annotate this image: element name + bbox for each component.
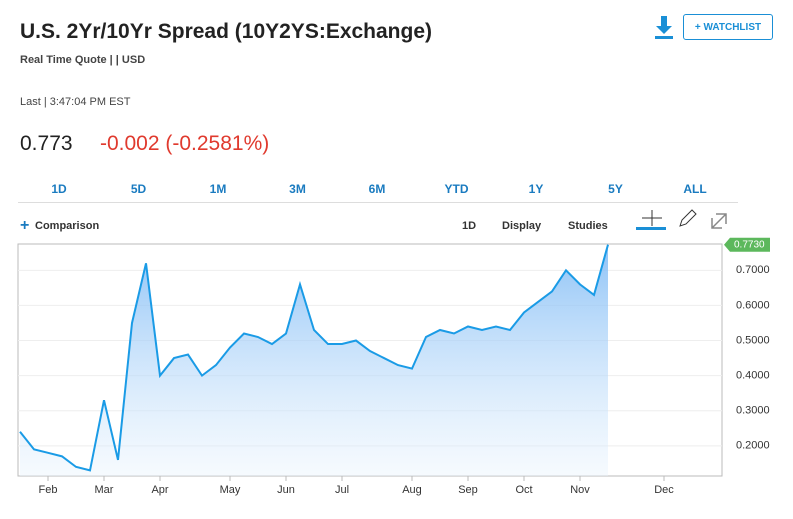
x-tick-label: Jun [277,484,295,496]
display-button[interactable]: Display [502,220,542,232]
range-button[interactable]: 1D [51,182,67,196]
plus-icon: + [20,217,30,234]
range-button[interactable]: 6M [368,182,386,196]
x-tick-label: Feb [39,484,58,496]
comparison-button[interactable]: Comparison [35,220,100,232]
range-button[interactable]: 5Y [608,182,623,196]
interval-button[interactable]: 1D [462,220,477,232]
range-button[interactable]: 1Y [528,182,544,196]
y-tick-label: 0.7000 [736,264,770,276]
range-button[interactable]: 1M [209,182,227,196]
last-time: Last | 3:47:04 PM EST [20,96,131,108]
download-icon[interactable] [652,14,676,40]
tool-icons[interactable] [636,208,736,232]
y-tick-label: 0.6000 [736,299,770,311]
range-button[interactable]: 5D [130,182,147,196]
x-tick-label: Mar [95,484,114,496]
x-tick-label: Sep [458,484,478,496]
watchlist-button[interactable]: + WATCHLIST [683,14,773,40]
x-tick-label: Dec [654,484,674,496]
title: U.S. 2Yr/10Yr Spread (10Y2YS:Exchange) [20,20,433,43]
area [20,244,608,476]
change: -0.002 (-0.2581%) [100,132,270,155]
x-tick-label: Apr [151,484,168,496]
price-badge-label: 0.7730 [734,239,765,250]
y-tick-label: 0.4000 [736,370,770,382]
x-tick-label: Jul [335,484,349,496]
range-button[interactable]: YTD [444,182,469,196]
studies-button[interactable]: Studies [568,220,608,232]
x-tick-label: Aug [402,484,422,496]
subtitle: Real Time Quote | | USD [20,54,146,66]
price-badge [724,237,770,252]
range-button[interactable]: ALL [683,182,707,196]
price: 0.773 [20,132,73,155]
x-tick-label: May [220,484,241,496]
x-tick-label: Nov [570,484,590,496]
y-tick-label: 0.3000 [736,405,770,417]
divider [18,202,738,203]
range-button[interactable]: 3M [289,182,306,196]
line [19,244,609,472]
y-tick-label: 0.2000 [736,440,770,452]
y-tick-label: 0.5000 [736,334,770,346]
x-tick-label: Oct [515,484,532,496]
